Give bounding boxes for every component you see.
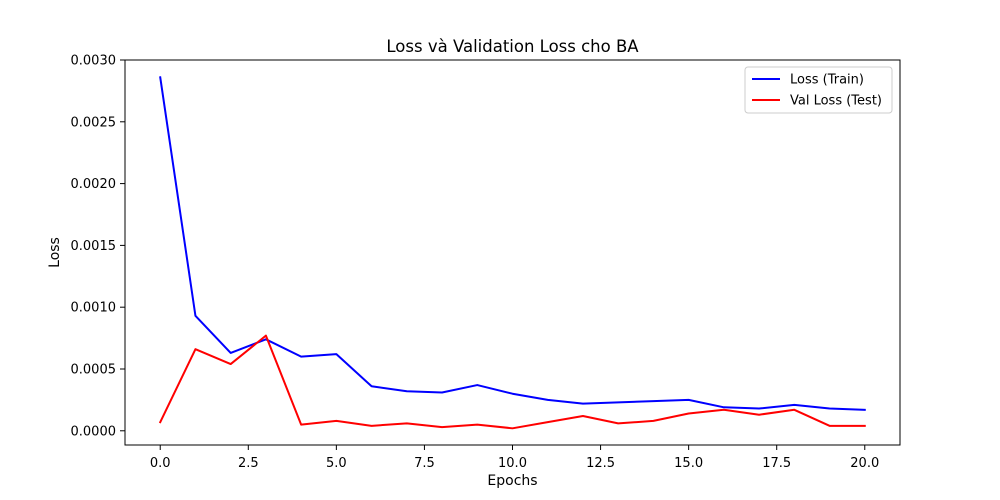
chart-title: Loss và Validation Loss cho BA: [386, 37, 639, 56]
x-tick-label: 15.0: [674, 456, 703, 471]
series-line-0: [159, 76, 866, 411]
plot-frame: [124, 59, 901, 446]
y-tick-label: 0.0010: [71, 301, 117, 316]
legend-box: [744, 66, 893, 114]
y-tick-label: 0.0025: [71, 115, 117, 130]
legend-label-val: Val Loss (Test): [790, 94, 882, 109]
x-tick-label: 0.0: [150, 456, 171, 471]
x-tick-label: 5.0: [326, 456, 347, 471]
y-tick-label: 0.0005: [71, 362, 117, 377]
y-axis: 0.0000 0.0005 0.0010 0.0015 0.0020 0.0025 0.00…: [71, 54, 125, 439]
legend-label-train: Loss (Train): [790, 73, 864, 88]
x-axis: 0.0 2.5 5.0 7.5 10.0 12.5 15.0 17.5 20.0: [150, 445, 879, 471]
x-tick-label: 7.5: [414, 456, 435, 471]
y-tick-label: 0.0030: [71, 54, 117, 69]
y-tick-label: 0.0015: [71, 239, 117, 254]
x-axis-label: Epochs: [487, 473, 537, 489]
y-axis-label: Loss: [47, 237, 63, 268]
x-tick-label: 20.0: [850, 456, 879, 471]
x-tick-label: 17.5: [762, 456, 791, 471]
x-tick-label: 2.5: [238, 456, 259, 471]
x-tick-label: 12.5: [586, 456, 615, 471]
plot-area: [158, 76, 866, 430]
legend: Loss (Train) Val Loss (Test): [744, 66, 893, 114]
y-tick-label: 0.0000: [71, 424, 117, 439]
series-line-1: [158, 334, 866, 430]
x-tick-label: 10.0: [498, 456, 527, 471]
y-tick-label: 0.0020: [71, 177, 117, 192]
